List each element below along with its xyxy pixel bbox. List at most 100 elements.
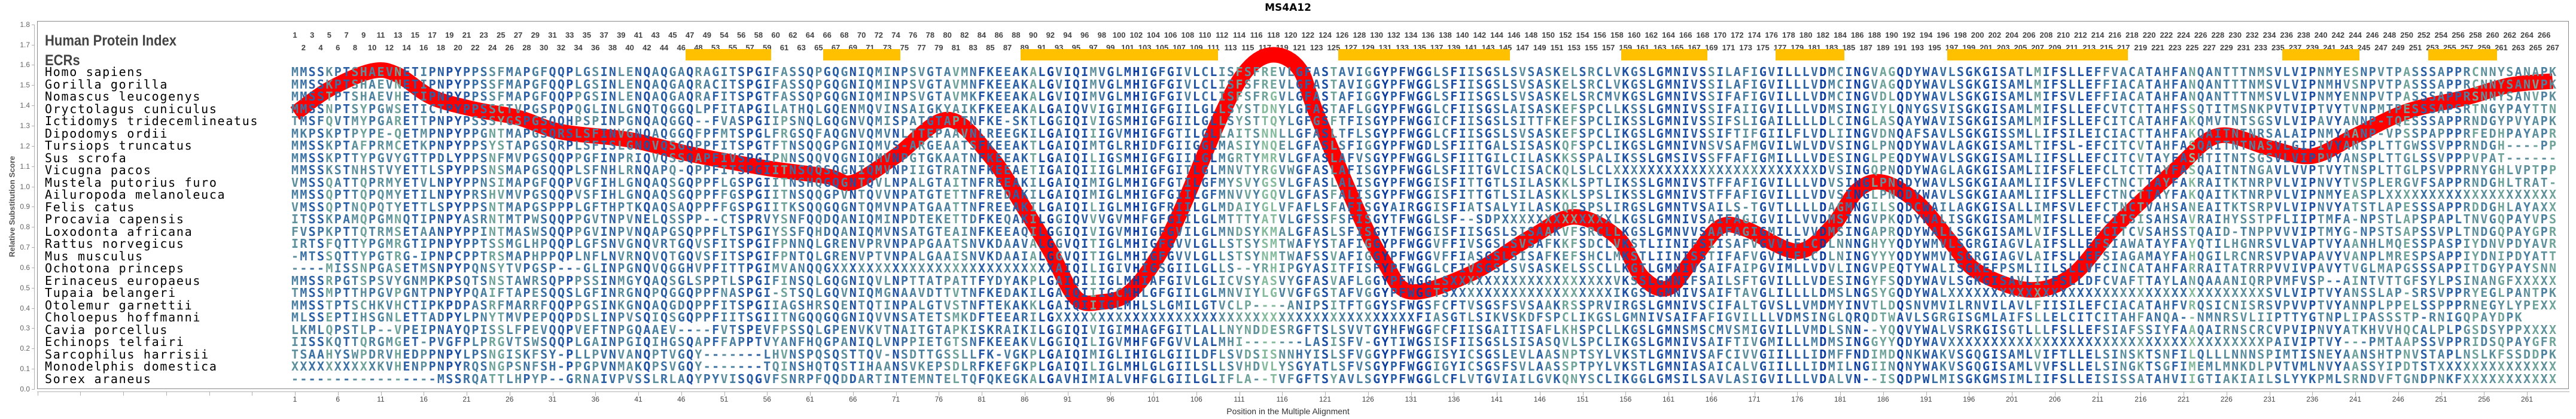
x-tick [80, 392, 81, 396]
x-tick [852, 392, 854, 396]
x-tick [2097, 392, 2099, 396]
x-tick-label: 171 [1743, 395, 1767, 403]
x-tick [2140, 392, 2142, 396]
x-tick-label: 176 [1785, 395, 1809, 403]
x-tick [380, 392, 382, 396]
x-tick [1926, 392, 1927, 396]
x-tick-label: 71 [884, 395, 908, 403]
x-tick-label: 106 [1185, 395, 1208, 403]
x-tick [1196, 392, 1197, 396]
y-tick-label: 1.2 [4, 142, 30, 150]
y-tick-label: 0.0 [4, 385, 30, 393]
x-tick-label: 11 [369, 395, 393, 403]
x-tick [1883, 392, 1884, 396]
x-tick-label: 166 [1700, 395, 1724, 403]
x-tick [2054, 392, 2056, 396]
x-tick-label: 121 [1313, 395, 1337, 403]
y-tick-label: 0.4 [4, 304, 30, 312]
x-tick [724, 392, 725, 396]
x-tick-label: 181 [1828, 395, 1852, 403]
y-tick [32, 166, 34, 167]
ecrs-label: ECRs [45, 52, 80, 69]
x-tick-label: 96 [1098, 395, 1122, 403]
x-tick-label: 31 [541, 395, 565, 403]
y-axis-line [34, 25, 35, 390]
y-tick-label: 0.6 [4, 263, 30, 272]
y-tick-label: 1.5 [4, 81, 30, 89]
y-tick-label: 0.7 [4, 243, 30, 251]
x-tick-label: 136 [1442, 395, 1466, 403]
y-tick-label: 1.0 [4, 183, 30, 191]
y-tick [32, 389, 34, 390]
chart-title: MS4A12 [0, 2, 2576, 14]
x-tick-label: 111 [1228, 395, 1252, 403]
y-tick-label: 0.5 [4, 284, 30, 292]
x-tick-label: 26 [498, 395, 522, 403]
x-tick-label: 186 [1871, 395, 1895, 403]
x-tick [1282, 392, 1283, 396]
x-tick-label: 66 [841, 395, 865, 403]
y-tick-label: 0.9 [4, 202, 30, 211]
species-name: Sorex araneus [45, 372, 152, 386]
x-tick [123, 392, 124, 396]
y-tick-label: 0.1 [4, 365, 30, 373]
x-tick [166, 392, 167, 396]
y-tick-label: 1.4 [4, 101, 30, 110]
x-tick-label: 216 [2129, 395, 2152, 403]
x-tick-label: 76 [927, 395, 951, 403]
x-tick-label: 191 [1914, 395, 1938, 403]
x-tick [337, 392, 339, 396]
x-tick-label: 101 [1141, 395, 1165, 403]
x-tick-label: 36 [583, 395, 607, 403]
x-tick-label: 61 [798, 395, 822, 403]
x-tick-label: 41 [626, 395, 650, 403]
x-tick-label: 131 [1399, 395, 1423, 403]
x-tick-label: 211 [2086, 395, 2110, 403]
x-axis-title: Position in the Multiple Alignment [0, 406, 2576, 416]
x-tick-label: 151 [1571, 395, 1595, 403]
x-tick-label: 56 [755, 395, 779, 403]
x-tick-label: 156 [1613, 395, 1637, 403]
x-tick-label: 141 [1485, 395, 1509, 403]
human-protein-index-label: Human Protein Index [45, 32, 176, 50]
y-tick [32, 308, 34, 309]
x-tick [1840, 392, 1841, 396]
x-tick-label: 146 [1528, 395, 1552, 403]
x-tick-label: 81 [970, 395, 994, 403]
x-tick-label: 46 [669, 395, 693, 403]
y-tick-label: 1.7 [4, 41, 30, 49]
y-tick [32, 247, 34, 248]
x-tick [209, 392, 210, 396]
x-tick-label: 116 [1270, 395, 1294, 403]
x-tick-label: 161 [1657, 395, 1680, 403]
x-tick [1110, 392, 1112, 396]
x-tick-label: 201 [2000, 395, 2024, 403]
y-tick-label: 0.3 [4, 324, 30, 332]
x-tick-label: 16 [412, 395, 436, 403]
y-tick-label: 0.2 [4, 344, 30, 353]
x-tick [1411, 392, 1412, 396]
x-tick-label: 6 [326, 395, 350, 403]
y-tick [32, 348, 34, 350]
x-tick [810, 392, 811, 396]
y-tick-label: 1.1 [4, 162, 30, 171]
x-tick-label: 1 [283, 395, 307, 403]
x-tick [1325, 392, 1326, 396]
y-tick [32, 85, 34, 86]
x-tick [295, 392, 296, 396]
x-tick [1668, 392, 1669, 396]
x-tick-label: 206 [2043, 395, 2067, 403]
x-tick-label: 126 [1356, 395, 1380, 403]
y-tick-label: 1.8 [4, 20, 30, 29]
y-tick-label: 0.8 [4, 223, 30, 231]
x-tick-label: 196 [1957, 395, 1981, 403]
y-tick-label: 1.6 [4, 60, 30, 69]
x-tick [767, 392, 768, 396]
x-tick [1153, 392, 1154, 396]
x-tick-label: 51 [712, 395, 736, 403]
x-tick [638, 392, 639, 396]
x-tick-label: 91 [1056, 395, 1080, 403]
y-tick [32, 145, 34, 147]
x-tick [1582, 392, 1584, 396]
y-tick [32, 328, 34, 329]
